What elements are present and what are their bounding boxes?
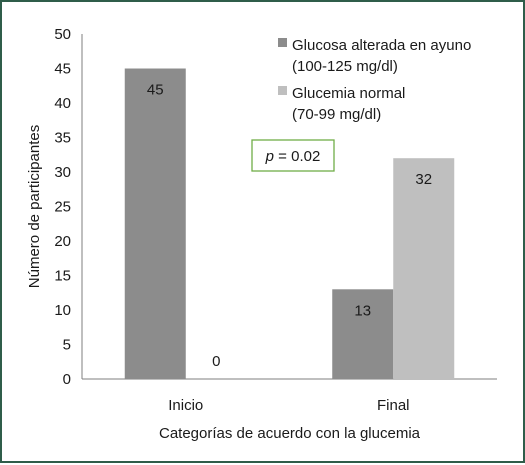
bars: [124, 68, 455, 379]
legend-label: (70-99 mg/dl): [292, 106, 381, 123]
x-axis-title: Categorías de acuerdo con la glucemia: [159, 425, 421, 442]
y-tick-label: 20: [54, 233, 71, 250]
p-value-text: p = 0.02: [265, 148, 321, 165]
data-label: 45: [147, 82, 164, 99]
legend-label: Glucemia normal: [292, 85, 405, 102]
legend-swatch: [278, 86, 287, 95]
y-tick-label: 10: [54, 302, 71, 319]
data-labels: 45 0 13 32: [147, 82, 432, 371]
legend-label: Glucosa alterada en ayuno: [292, 37, 471, 54]
p-value-box: [251, 139, 335, 172]
bar: [332, 289, 394, 379]
data-label: 0: [212, 353, 220, 370]
y-tick-label: 35: [54, 130, 71, 147]
legend: Glucosa alterada en ayuno (100-125 mg/dl)…: [278, 37, 471, 123]
bar: [124, 68, 186, 379]
category-label: Final: [377, 397, 410, 414]
legend-label: (100-125 mg/dl): [292, 58, 398, 75]
category-label: Inicio: [168, 397, 203, 414]
p-value-annotation: p = 0.02: [251, 139, 335, 172]
category-labels: Inicio Final: [168, 397, 409, 414]
bar: [393, 158, 455, 379]
y-tick-labels: 0 5 10 15 20 25 30 35 40 45 50: [54, 26, 71, 388]
y-axis-title: Número de participantes: [26, 125, 43, 288]
y-tick-label: 25: [54, 199, 71, 216]
y-tick-label: 15: [54, 268, 71, 285]
data-label: 32: [415, 171, 432, 188]
y-tick-label: 45: [54, 61, 71, 78]
legend-swatch: [278, 38, 287, 47]
y-tick-label: 40: [54, 95, 71, 112]
data-label: 13: [354, 302, 371, 319]
y-tick-label: 0: [63, 371, 71, 388]
y-tick-label: 5: [63, 337, 71, 354]
p-value: = 0.02: [274, 148, 320, 165]
y-tick-label: 50: [54, 26, 71, 43]
y-tick-label: 30: [54, 164, 71, 181]
p-symbol: p: [265, 148, 274, 165]
